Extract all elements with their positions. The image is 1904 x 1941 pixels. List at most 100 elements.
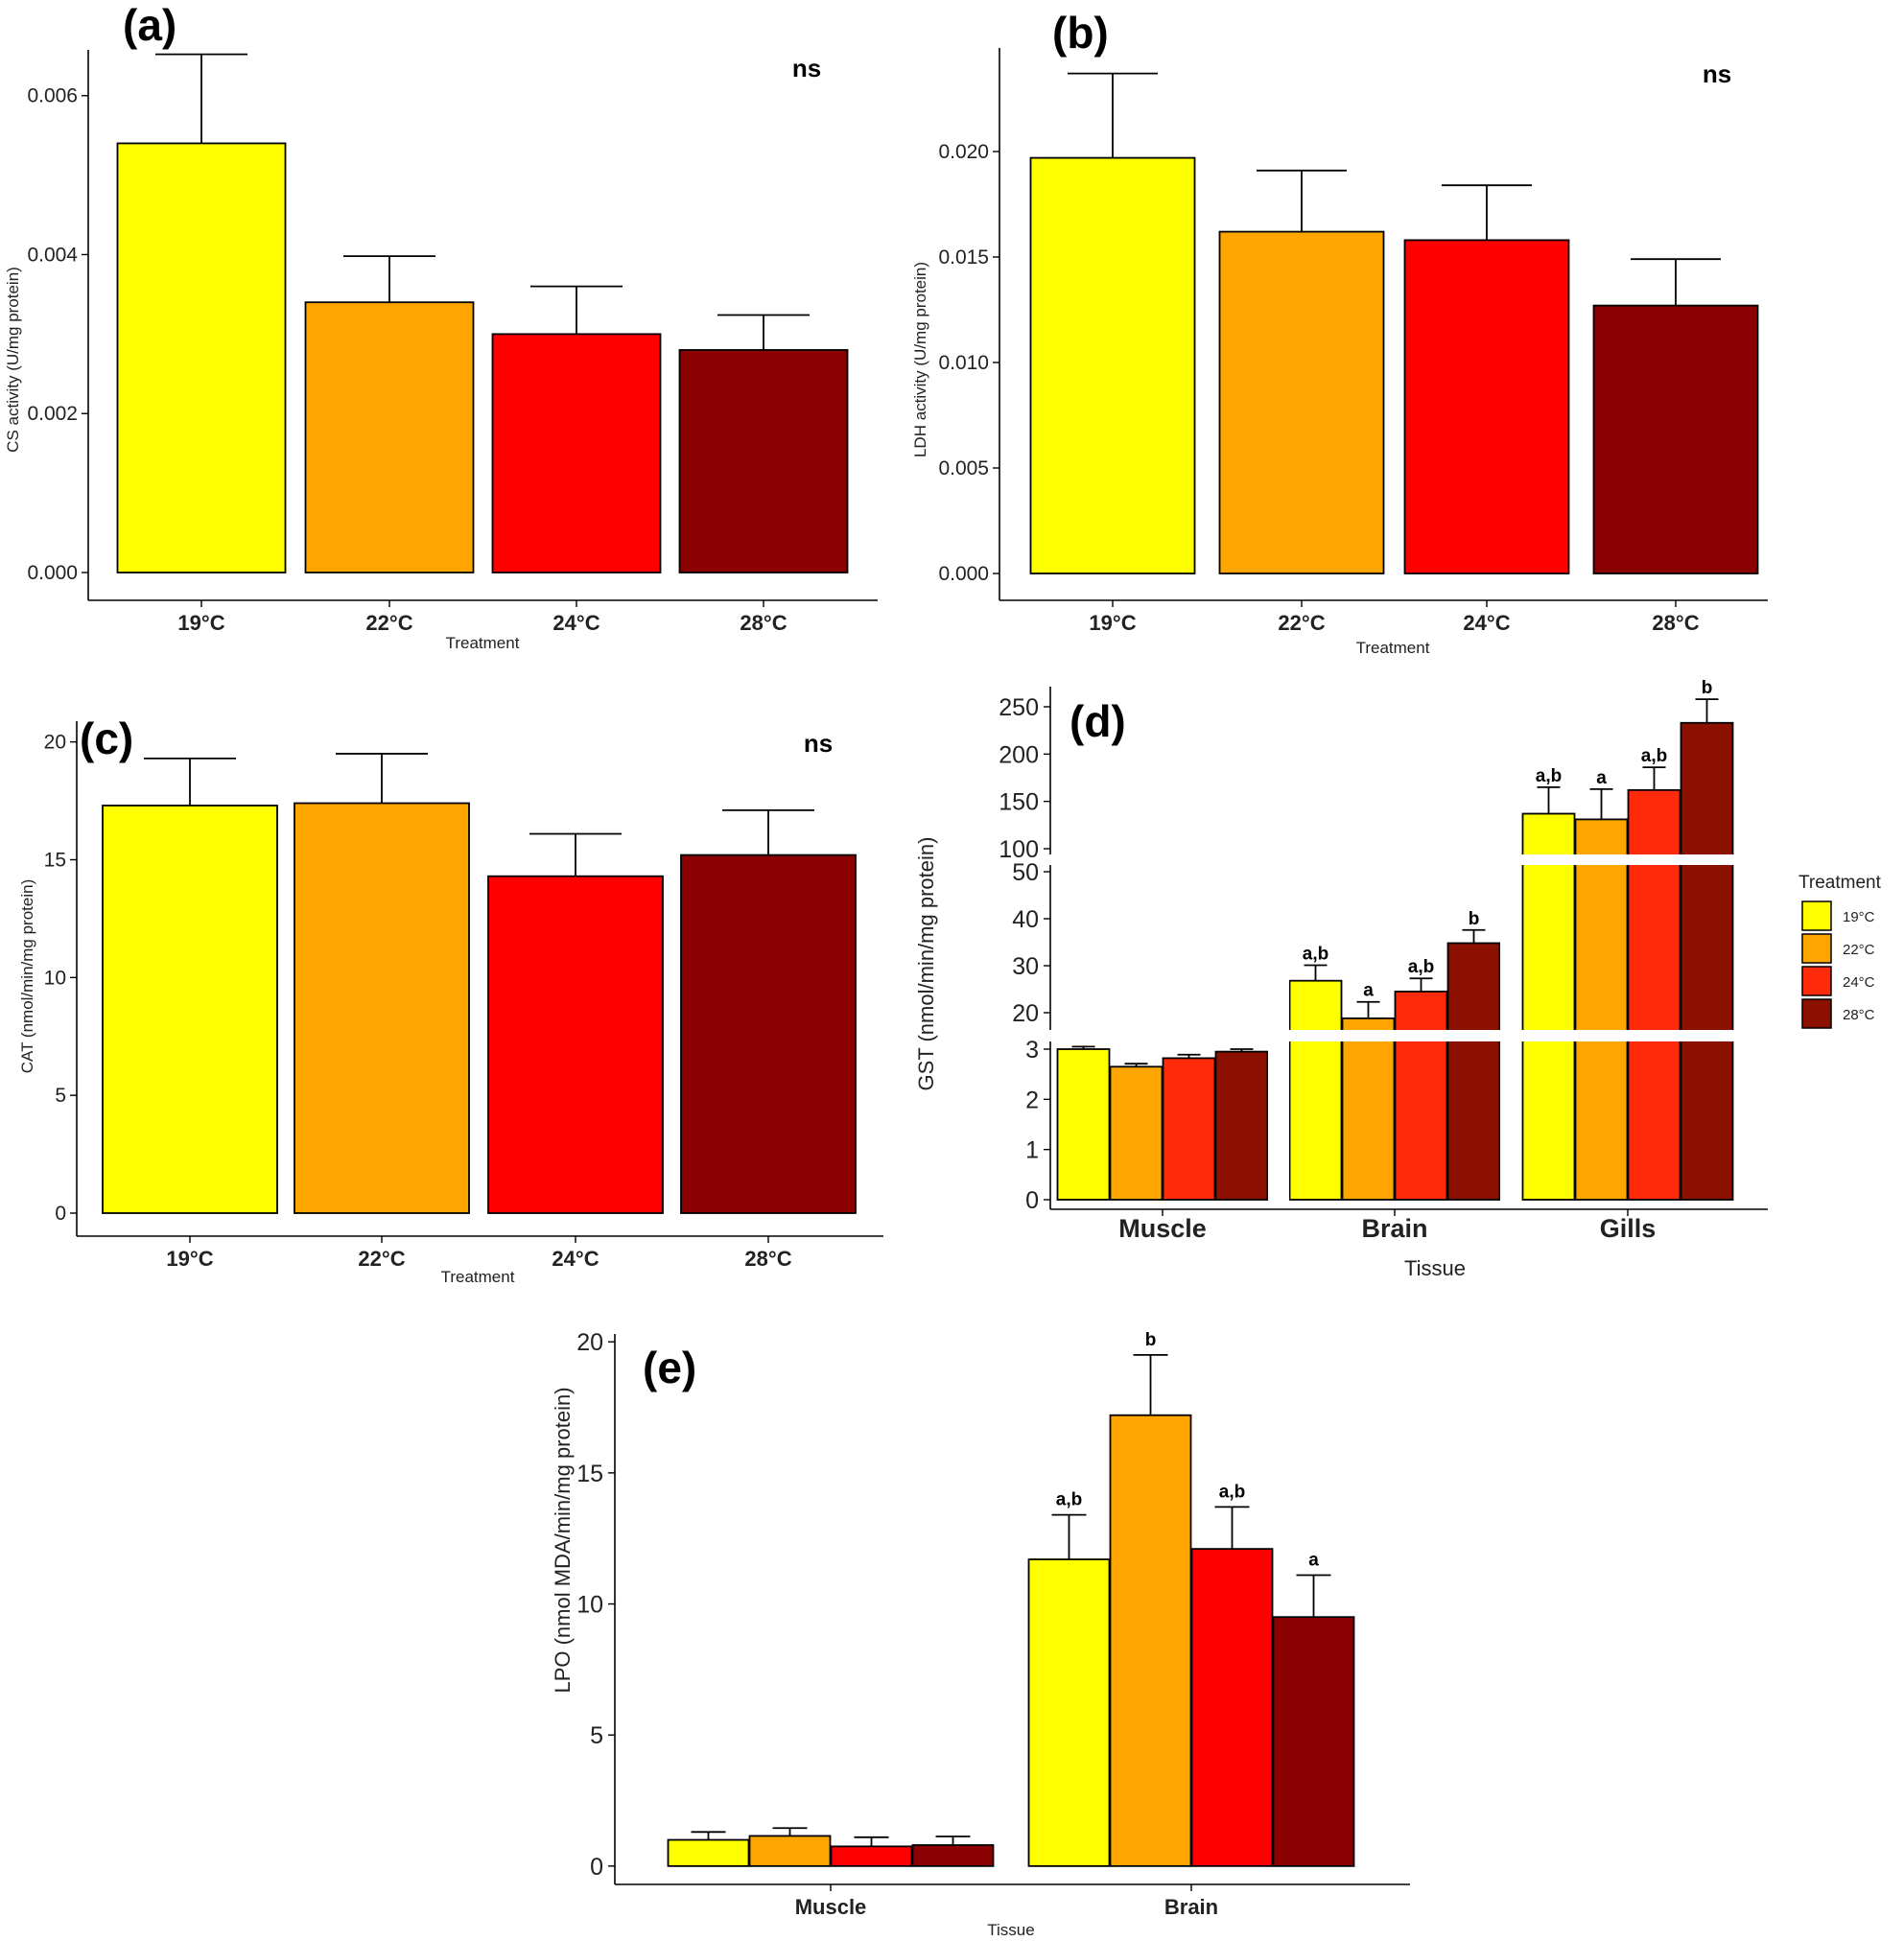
y-tick-label: 40 [1012,906,1039,933]
x-tick-label: 24°C [552,1247,599,1271]
y-tick-label: 10 [576,1592,603,1619]
panel-e-lpo-chart: (e) Tissue LPO (nmol MDA/min/mg protein)… [551,1329,1410,1939]
bar-19°C [102,805,278,1214]
bar-Brain-28°C [1446,942,1501,1201]
significance-letter: a,b [1303,945,1328,965]
bar-Muscle-28°C [1214,1050,1269,1201]
y-tick-label: 30 [1012,953,1039,980]
significance-letter: a,b [1219,1482,1245,1502]
bar-28°C [678,349,849,573]
y-tick-label: 0.015 [938,246,989,269]
bar-Gills-22°C [1574,818,1629,1201]
y-tick-label: 0 [55,1203,66,1225]
legend-label: 28°C [1843,1007,1875,1023]
bar-19°C [1029,156,1196,574]
x-tick-label: 22°C [358,1247,405,1271]
bar-Muscle-19°C [667,1838,750,1867]
bar-Brain-24°C [1394,991,1448,1201]
panel-e-y-axis-title: LPO (nmol MDA/min/mg protein) [551,1387,575,1693]
bar-Muscle-28°C [911,1844,995,1867]
y-tick-label: 0.000 [938,563,989,585]
y-tick-label: 15 [44,849,66,871]
bar-28°C [1592,304,1759,574]
x-tick-label: 19°C [1089,611,1136,635]
bar-22°C [1218,230,1385,574]
panel-a-cs-activity-chart: (a) ns Treatment CS activity (U/mg prote… [4,0,878,652]
bar-19°C [116,142,287,573]
bar-Muscle-22°C [1109,1065,1164,1201]
legend-label: 24°C [1843,974,1875,991]
bar-24°C [1403,239,1570,574]
y-tick-label: 5 [55,1085,66,1107]
panel-d-y-axis-title: GST (nmol/min/mg protein) [914,837,938,1091]
significance-letter: a,b [1056,1490,1082,1510]
y-tick-label: 150 [999,789,1039,816]
panel-c-label: (c) [80,713,133,763]
x-tick-label: Brain [1361,1214,1427,1243]
panel-d-legend: Treatment 19°C 22°C 24°C 28°C [1798,873,1882,1029]
y-tick-label: 200 [999,741,1039,768]
legend-swatch-22°C [1801,933,1832,964]
panel-c-x-axis-title: Treatment [441,1268,515,1286]
y-tick-label: 50 [1012,859,1039,886]
axis-break-lower [1041,1030,1770,1041]
bar-22°C [294,802,470,1214]
x-tick-label: 22°C [1278,611,1325,635]
bar-22°C [304,301,475,573]
y-tick-label: 250 [999,694,1039,721]
x-tick-label: 28°C [740,611,787,635]
panel-d-x-axis-title: Tissue [1404,1256,1466,1280]
panel-a-label: (a) [123,0,176,50]
significance-letter: a [1308,1550,1319,1570]
bar-Muscle-19°C [1056,1048,1111,1201]
legend-label: 22°C [1843,942,1875,958]
panel-d-gst-chart: (d) Tissue GST (nmol/min/mg protein) 0 1 2… [914,671,1882,1280]
bar-24°C [487,875,664,1214]
y-tick-label: 0.020 [938,141,989,163]
x-tick-label: 24°C [1463,611,1510,635]
y-tick-label: 5 [590,1722,603,1749]
y-tick-label: 0.004 [27,244,78,266]
y-tick-label: 100 [999,836,1039,863]
y-tick-label: 0.010 [938,352,989,374]
y-tick-label: 0.002 [27,403,78,425]
bar-Brain-22°C [1109,1414,1192,1867]
x-tick-label: 24°C [552,611,599,635]
axis-break-upper [1041,854,1770,865]
panel-c-cat-chart: (c) ns Treatment CAT (nmol/min/mg protei… [18,713,883,1286]
significance-letter: a [1596,768,1607,788]
panel-b-significance: ns [1703,59,1731,88]
bar-Gills-28°C [1680,721,1734,1201]
legend-swatch-24°C [1801,966,1832,996]
y-tick-label: 20 [44,732,66,754]
y-tick-label: 0.005 [938,457,989,479]
panel-b-y-axis-title: LDH activity (U/mg protein) [911,262,929,457]
y-tick-label: 0 [1025,1187,1039,1214]
group-gap [1500,671,1521,1208]
y-tick-label: 20 [576,1329,603,1356]
panel-a-x-axis-title: Treatment [446,634,520,652]
x-tick-label: 19°C [166,1247,213,1271]
y-tick-label: 2 [1025,1087,1039,1113]
panel-a-significance: ns [792,54,821,82]
bar-Muscle-22°C [748,1835,832,1867]
y-tick-label: 3 [1025,1037,1039,1064]
significance-letter: b [1469,909,1480,929]
bar-Brain-22°C [1341,1017,1396,1201]
panel-a-y-axis-title: CS activity (U/mg protein) [4,267,22,453]
legend-title: Treatment [1798,873,1882,893]
x-tick-label: 19°C [177,611,224,635]
panel-c-y-axis-title: CAT (nmol/min/mg protein) [18,879,36,1073]
bar-Muscle-24°C [830,1845,913,1867]
panel-b-label: (b) [1052,8,1109,58]
x-tick-label: 28°C [1652,611,1699,635]
significance-letter: b [1702,678,1713,698]
x-tick-label: 28°C [744,1247,791,1271]
bar-Brain-24°C [1190,1548,1274,1867]
panel-c-significance: ns [804,729,833,758]
panel-b-ldh-activity-chart: (b) ns Treatment LDH activity (U/mg prot… [911,8,1768,657]
bar-Gills-19°C [1521,812,1576,1201]
significance-letter: a,b [1536,766,1562,786]
panel-e-label: (e) [643,1343,696,1392]
